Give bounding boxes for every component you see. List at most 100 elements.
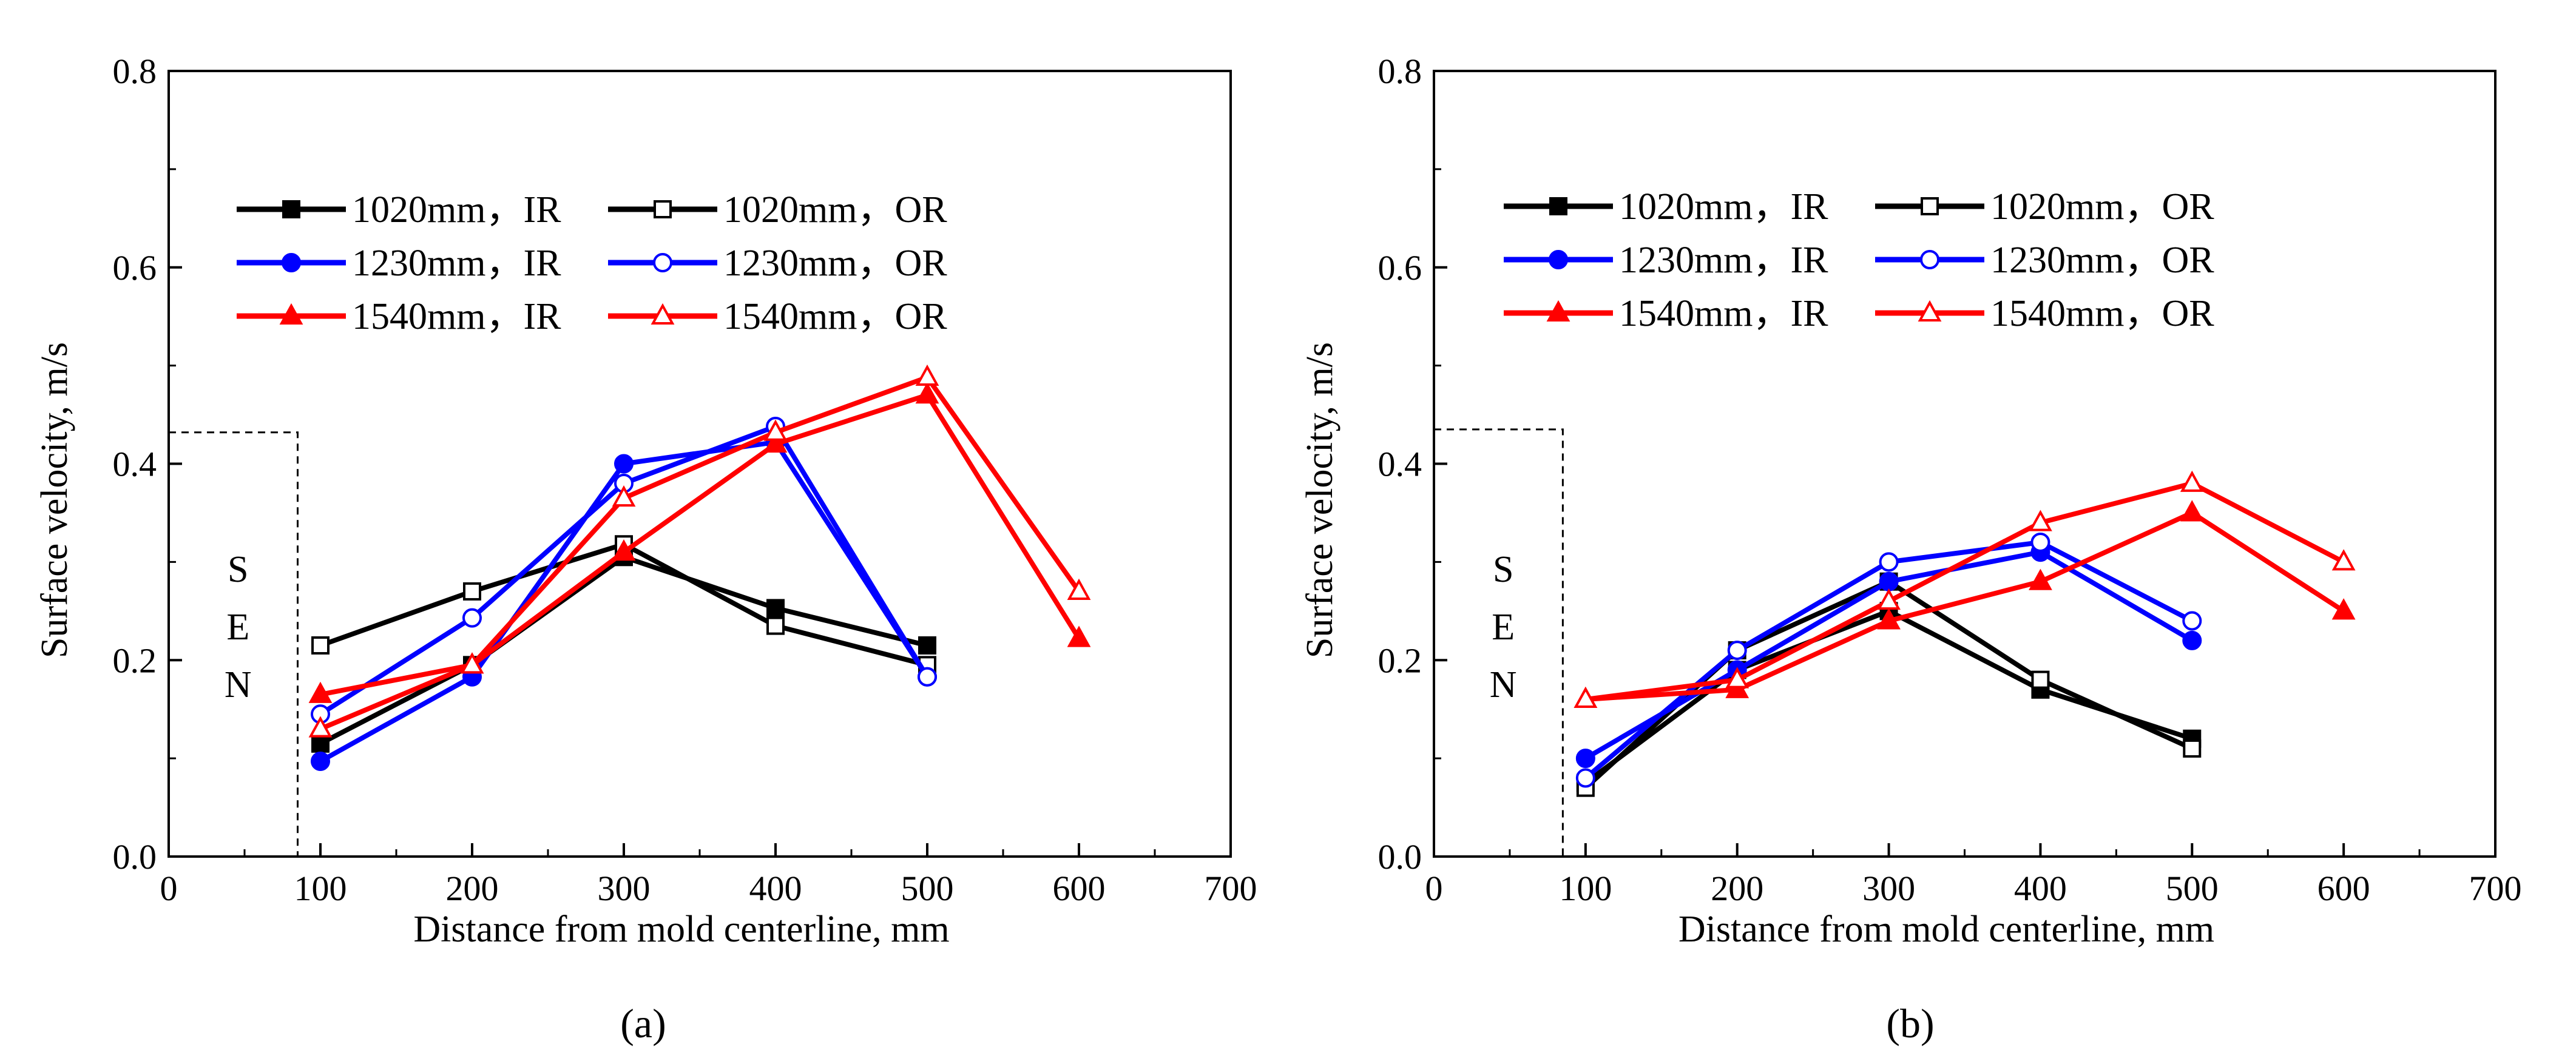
- panel-a-legend-label: 1230mm，OR: [723, 243, 947, 284]
- panel-a-sen-letter: S: [228, 549, 248, 590]
- panel-b-data-point: [2180, 500, 2204, 522]
- panel-a-y-tick-label: 0.0: [113, 837, 157, 877]
- panel-a-legend-marker: [651, 303, 675, 325]
- panel-a-series-0: [311, 548, 936, 753]
- panel-b-series-3: [1575, 533, 2202, 788]
- panel-a-x-tick-label: 200: [446, 869, 499, 908]
- panel-b-data-point: [1725, 667, 1749, 689]
- panel-a-data-point: [1067, 578, 1091, 600]
- panel-b-data-point: [1574, 686, 1598, 708]
- panel-a-series-4: [308, 382, 1091, 703]
- panel-a-legend-label: 1020mm，IR: [352, 189, 561, 231]
- panel-b-series-0: [1576, 602, 2202, 792]
- panel-a-data-point: [311, 751, 330, 771]
- panel-b-legend-label: 1020mm，OR: [1990, 186, 2214, 227]
- panel-b-data-point: [2029, 510, 2052, 531]
- panel-a-legend-label: 1540mm，IR: [352, 296, 561, 337]
- panel-a-legend: 1020mm，IR 1020mm，OR 1230mm，IR 1230mm，OR 1540…: [237, 189, 947, 337]
- panel-a-data-point: [462, 608, 482, 628]
- panel-b-y-tick-label: 0.8: [1378, 52, 1422, 91]
- panel-a-y-tick-label: 0.8: [113, 52, 157, 91]
- panel-a-data-point: [766, 616, 785, 635]
- panel-b-data-point: [2030, 533, 2050, 552]
- panel-b-data-point: [1879, 552, 1899, 572]
- panel-b-sen-boundary: [1434, 428, 1564, 857]
- panel-b-legend-label: 1540mm，OR: [1990, 293, 2214, 334]
- panel-b-x-tick-label: 300: [1862, 869, 1915, 908]
- panel-b-series-line: [1585, 480, 2345, 702]
- panel-b-y-tick-label: 0.6: [1378, 248, 1422, 288]
- panel-a-x-tick-label: 500: [901, 869, 954, 908]
- panel-a-data-point: [763, 431, 788, 453]
- panel-a-x-tick-label: 400: [749, 869, 802, 908]
- panel-b-series-5: [1574, 470, 2356, 708]
- panel-a-data-point: [308, 716, 333, 738]
- panel-b-data-point: [2183, 739, 2202, 758]
- panel-b-legend: 1020mm，IR 1020mm，OR 1230mm，IR 1230mm，OR 1540…: [1504, 186, 2214, 334]
- panel-b-y-axis-title: Surface velocity, m/s: [1299, 342, 1340, 658]
- panel-b-x-tick-label: 500: [2166, 869, 2219, 908]
- panel-a-sen-boundary: [169, 431, 299, 857]
- panel-a-data-point: [612, 485, 636, 507]
- panel-b-x-tick-label: 200: [1711, 869, 1763, 908]
- panel-b-legend-label: 1540mm，IR: [1619, 293, 1828, 334]
- panel-a-series-5: [308, 364, 1091, 738]
- panel-b-x-tick-label: 0: [1425, 869, 1443, 908]
- panel-a-x-tick-label: 0: [160, 869, 178, 908]
- panel-a-data-point: [308, 681, 333, 703]
- panel-a-data-point: [463, 582, 481, 601]
- panel-a-sen-letter: N: [225, 664, 252, 705]
- panel-b-data-point: [1575, 749, 1595, 769]
- panel-b-plot-frame: [1433, 70, 2497, 858]
- panel-b-x-axis-title: Distance from mold centerline, mm: [1678, 909, 2214, 950]
- panel-b-data-point: [1877, 608, 1901, 630]
- panel-a-series-line: [319, 375, 1081, 732]
- panel-a-x-tick-label: 300: [598, 869, 651, 908]
- panel-b-legend-marker: [1918, 300, 1942, 322]
- panel-a-y-tick-label: 0.6: [113, 248, 157, 288]
- panel-a-data-point: [763, 419, 788, 441]
- panel-b-data-point: [2031, 670, 2050, 689]
- panel-a-data-point: [614, 454, 634, 474]
- panel-b-legend-label: 1230mm，IR: [1619, 240, 1828, 281]
- panel-b-data-point: [2182, 630, 2202, 650]
- panel-b-legend-marker: [1549, 250, 1568, 269]
- panel-b-series-line: [1584, 608, 2193, 785]
- panel-a-data-point: [918, 667, 937, 687]
- panel-b-sen-letter: N: [1490, 664, 1517, 705]
- panel-b-data-point: [1877, 588, 1901, 610]
- panel-a-y-tick-label: 0.2: [113, 641, 157, 680]
- panel-b-y-tick-label: 0.4: [1378, 445, 1422, 484]
- panel-a: 0 100 200 300 400 500 600 700 0.0 0.2 0.4 0.6 0.8 Dis…: [34, 52, 1257, 950]
- panel-a-data-point: [766, 599, 785, 618]
- panel-b-data-point: [1727, 641, 1747, 661]
- panel-a-series-line: [319, 554, 928, 746]
- panel-a-data-point: [915, 382, 939, 404]
- panel-b-data-point: [2182, 611, 2202, 631]
- panel-a-sen-letter: E: [226, 607, 249, 648]
- panel-b-series-2: [1575, 542, 2202, 769]
- panel-b-data-point: [2180, 470, 2204, 492]
- panel-a-legend-marker: [653, 253, 672, 272]
- panel-b: 0 100 200 300 400 500 600 700 0.0 0.2 0.4 0.6 0.8 Dis…: [1299, 52, 2522, 950]
- panel-b-series-4: [1574, 500, 2356, 708]
- panel-a-data-point: [918, 636, 936, 655]
- panel-b-data-point: [1879, 571, 1899, 591]
- panel-a-data-point: [1067, 625, 1091, 647]
- panel-a-x-axis-title: Distance from mold centerline, mm: [413, 909, 949, 950]
- panel-a-x-tick-label: 700: [1205, 869, 1257, 908]
- panel-b-legend-marker: [1921, 197, 1939, 215]
- panel-b-y-tick-label: 0.0: [1378, 837, 1422, 877]
- panel-a-data-point: [460, 652, 484, 674]
- panel-b-x-tick-label: 600: [2317, 869, 2370, 908]
- panel-b-data-point: [2331, 549, 2356, 571]
- panel-b-sen-letter: S: [1493, 549, 1513, 590]
- panel-a-x-tick-label: 600: [1053, 869, 1106, 908]
- panel-a-y-tick-label: 0.4: [113, 445, 157, 484]
- panel-b-legend-marker: [1546, 300, 1570, 322]
- panel-label-a: (a): [620, 1000, 666, 1046]
- panel-a-data-point: [915, 364, 939, 386]
- panel-b-y-tick-label: 0.2: [1378, 641, 1422, 680]
